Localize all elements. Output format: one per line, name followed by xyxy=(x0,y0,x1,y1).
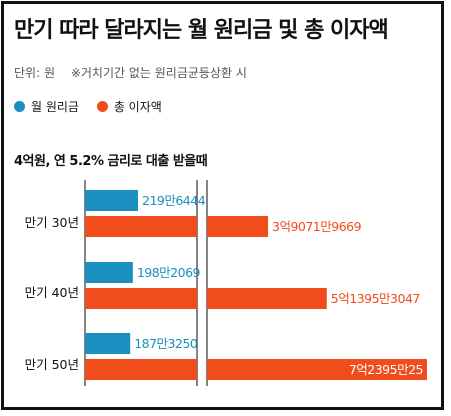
legend-item-monthly: 월 원리금 xyxy=(14,98,79,115)
bar-total-interest xyxy=(85,288,197,309)
units-row: 단위: 원 ※거치기간 없는 원리금균등상환 시 xyxy=(14,64,247,81)
legend: 월 원리금 총 이자액 xyxy=(14,98,176,115)
category-label: 만기 30년 xyxy=(25,215,79,230)
bar-total-interest-continued xyxy=(207,216,268,237)
chart-frame xyxy=(1,1,444,410)
value-label-monthly: 187만3250 xyxy=(134,336,198,351)
note-text: ※거치기간 없는 원리금균등상환 시 xyxy=(70,66,247,80)
value-label-interest: 3억9071만9669 xyxy=(272,219,362,234)
category-label: 만기 50년 xyxy=(25,357,79,372)
category-label: 만기 40년 xyxy=(25,285,79,300)
units-label: 단위: 원 xyxy=(14,66,55,80)
legend-item-interest: 총 이자액 xyxy=(96,98,162,115)
bar-monthly-payment xyxy=(85,190,138,211)
legend-label-monthly: 월 원리금 xyxy=(31,100,79,114)
value-label-interest: 5억1395만3047 xyxy=(331,291,420,306)
bar-monthly-payment xyxy=(85,333,131,354)
bar-total-interest xyxy=(85,216,197,237)
bar-monthly-payment xyxy=(85,262,133,283)
value-label-interest: 7억2395만25 xyxy=(349,362,423,377)
legend-label-interest: 총 이자액 xyxy=(113,100,162,114)
bar-total-interest xyxy=(85,359,197,380)
chart-subtitle: 4억원, 연 5.2% 금리로 대출 받을때 xyxy=(14,154,208,169)
legend-swatch-interest xyxy=(96,101,108,112)
value-label-monthly: 198만2069 xyxy=(137,265,201,280)
legend-swatch-monthly xyxy=(14,101,25,112)
chart-title: 만기 따라 달라지는 월 원리금 및 총 이자액 xyxy=(14,18,389,43)
value-label-monthly: 219만6444 xyxy=(142,193,206,208)
bar-total-interest-continued xyxy=(207,288,327,309)
bar-total-interest-continued xyxy=(207,359,427,380)
